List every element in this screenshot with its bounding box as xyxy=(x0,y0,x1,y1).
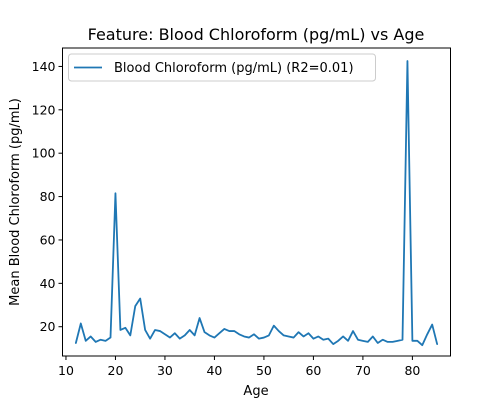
plot-frame xyxy=(62,47,451,357)
x-axis-label: Age xyxy=(243,384,268,399)
y-tick-label: 20 xyxy=(40,319,56,334)
x-tick-label: 20 xyxy=(108,363,124,378)
x-tick-label: 60 xyxy=(305,363,321,378)
x-tick-label: 40 xyxy=(206,363,222,378)
y-tick-label: 80 xyxy=(40,189,56,204)
y-tick-label: 120 xyxy=(32,102,56,117)
chart-title: Feature: Blood Chloroform (pg/mL) vs Age xyxy=(88,25,425,44)
x-tick-label: 30 xyxy=(157,363,173,378)
series-line xyxy=(74,60,439,347)
y-axis-label: Mean Blood Chloroform (pg/mL) xyxy=(8,98,23,306)
legend-box xyxy=(68,53,376,82)
y-tick-label: 60 xyxy=(40,232,56,247)
y-tick-label: 40 xyxy=(40,276,56,291)
y-axis: 20 40 60 80 100 120 140 xyxy=(32,59,63,334)
plot-area: 10 20 30 40 50 60 70 80 20 40 60 80 100 120 140 xyxy=(32,47,451,378)
x-tick-label: 80 xyxy=(404,363,420,378)
y-tick-label: 100 xyxy=(32,146,56,161)
x-tick-label: 70 xyxy=(355,363,371,378)
x-tick-label: 10 xyxy=(58,363,74,378)
x-tick-label: 50 xyxy=(256,363,272,378)
legend: Blood Chloroform (pg/mL) (R2=0.01) xyxy=(68,53,376,82)
legend-entry: Blood Chloroform (pg/mL) (R2=0.01) xyxy=(114,61,354,76)
y-tick-label: 140 xyxy=(32,59,56,74)
x-axis: 10 20 30 40 50 60 70 80 xyxy=(58,356,420,378)
